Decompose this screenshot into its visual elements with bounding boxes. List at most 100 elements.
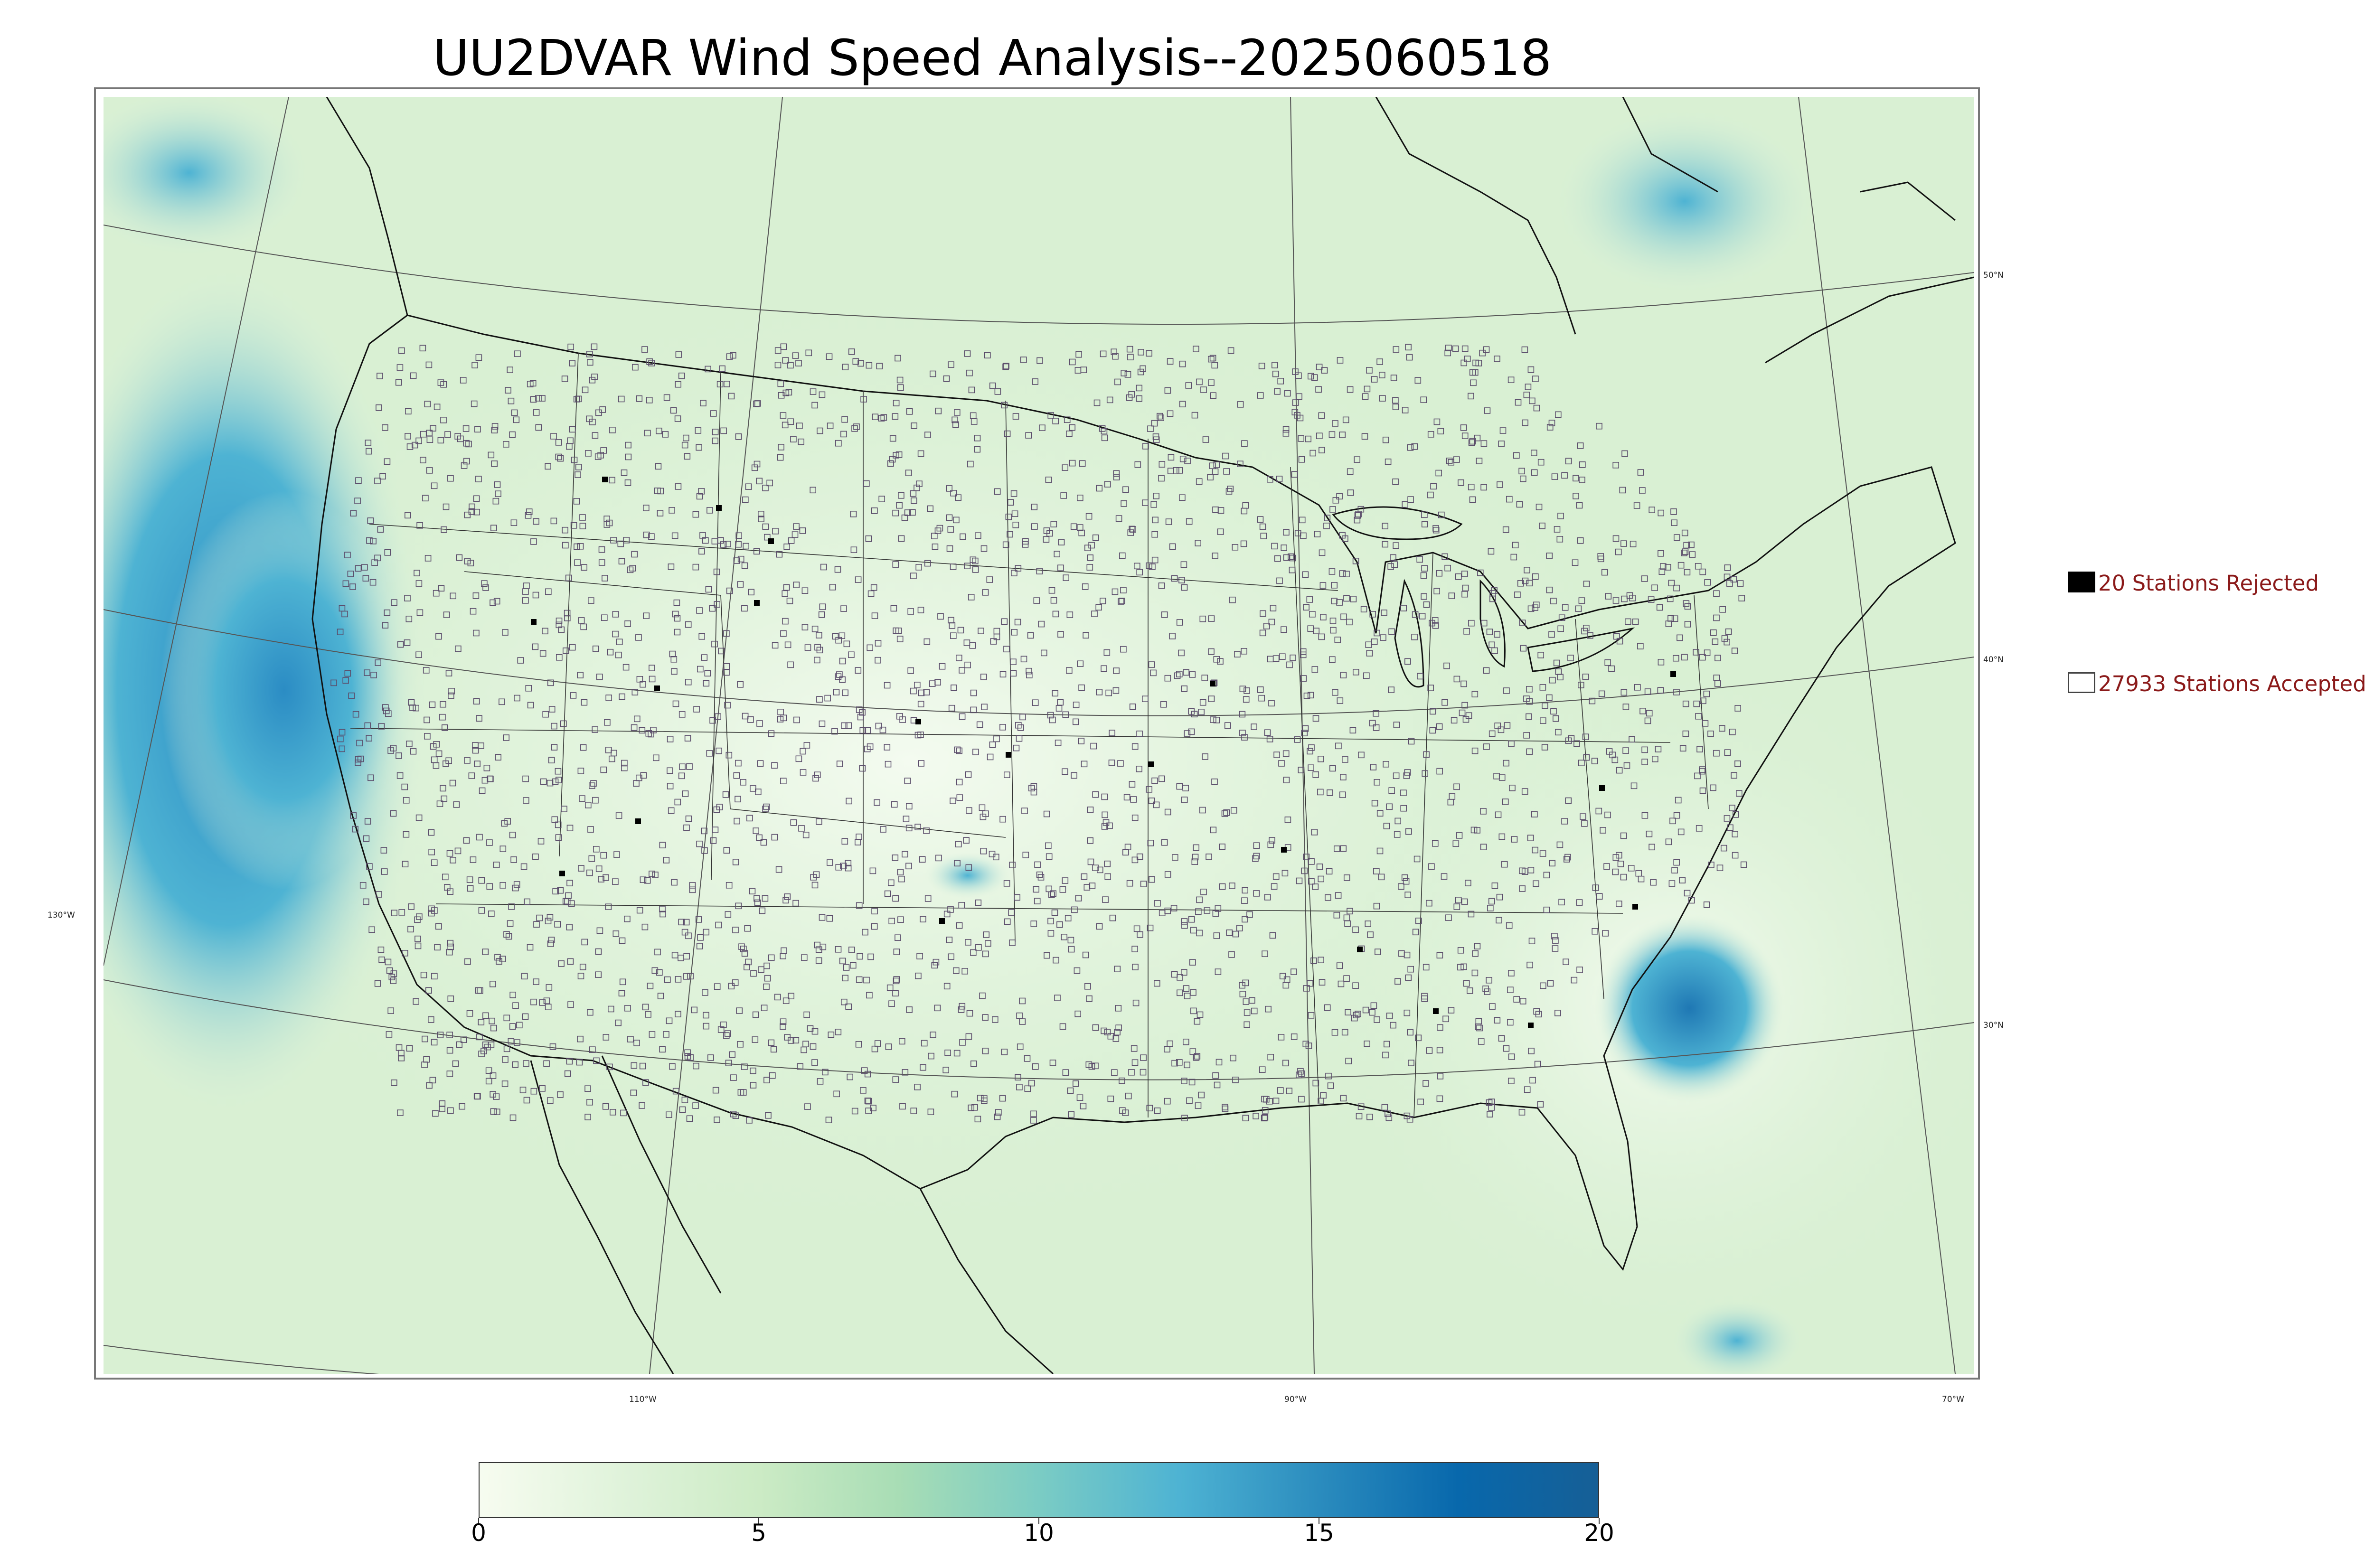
station-marker — [1069, 424, 1075, 431]
station-marker — [1270, 605, 1277, 611]
station-marker — [1153, 492, 1159, 499]
station-marker — [970, 689, 977, 696]
station-marker — [1323, 522, 1330, 529]
station-marker — [1533, 880, 1539, 887]
station-marker — [716, 747, 722, 754]
station-marker — [811, 402, 818, 409]
station-marker — [774, 362, 782, 368]
station-marker — [1277, 377, 1284, 385]
station-marker — [1188, 916, 1195, 923]
station-marker — [914, 732, 922, 739]
station-marker — [514, 350, 521, 357]
station-marker — [420, 972, 427, 978]
station-marker — [713, 568, 720, 575]
station-marker — [911, 497, 917, 504]
station-marker — [565, 574, 572, 582]
station-marker — [1089, 883, 1096, 889]
station-marker — [1502, 798, 1509, 805]
station-marker — [1122, 486, 1129, 493]
station-marker — [896, 376, 904, 384]
station-marker — [1623, 762, 1630, 769]
station-marker — [916, 480, 923, 488]
station-marker — [1391, 561, 1398, 568]
station-marker — [835, 440, 842, 447]
station-marker — [575, 471, 581, 478]
station-marker — [856, 902, 863, 909]
rejected-station-marker — [1357, 947, 1363, 952]
station-marker — [441, 724, 448, 731]
station-marker — [732, 1112, 739, 1119]
station-marker — [567, 958, 574, 965]
station-marker — [740, 779, 746, 786]
station-marker — [1565, 797, 1572, 804]
station-marker — [1191, 412, 1198, 419]
station-marker — [1549, 860, 1555, 867]
station-marker — [974, 1116, 981, 1123]
station-marker — [1429, 620, 1435, 627]
station-marker — [488, 911, 495, 917]
station-marker — [1014, 894, 1020, 901]
station-marker — [1408, 1060, 1414, 1066]
station-marker — [786, 598, 793, 604]
station-marker — [1613, 633, 1620, 640]
station-marker — [1732, 831, 1738, 837]
station-marker — [1215, 905, 1222, 912]
station-marker — [1308, 764, 1314, 771]
station-marker — [1437, 1073, 1444, 1080]
station-marker — [1017, 724, 1024, 731]
station-marker — [853, 423, 860, 430]
station-marker — [387, 1007, 395, 1014]
legend-rejected-label: 20 Stations Rejected — [2098, 571, 2319, 596]
station-marker — [734, 817, 740, 825]
station-marker — [505, 933, 512, 940]
station-marker — [1150, 669, 1157, 676]
station-marker — [1583, 754, 1590, 761]
station-marker — [1452, 840, 1460, 847]
station-marker — [509, 1023, 516, 1030]
station-marker — [1576, 967, 1583, 973]
station-marker — [814, 657, 820, 664]
station-marker — [1341, 1029, 1348, 1036]
station-marker — [659, 1046, 666, 1053]
station-marker — [403, 831, 410, 838]
station-marker — [1257, 516, 1264, 523]
station-marker — [618, 558, 625, 565]
station-marker — [1562, 604, 1569, 611]
station-marker — [1503, 687, 1510, 694]
station-marker — [754, 460, 761, 468]
station-marker — [1386, 1013, 1393, 1019]
station-marker — [1371, 376, 1378, 383]
station-marker — [1284, 390, 1291, 397]
station-marker — [780, 953, 786, 959]
station-marker — [861, 1067, 868, 1074]
station-marker — [976, 721, 983, 728]
station-marker — [1300, 648, 1307, 655]
station-marker — [1326, 868, 1333, 875]
station-marker — [972, 749, 979, 755]
station-marker — [907, 608, 914, 615]
station-marker — [352, 826, 358, 833]
station-marker — [787, 418, 794, 425]
station-marker — [1107, 1033, 1114, 1040]
station-marker — [1307, 692, 1314, 699]
station-marker — [555, 777, 562, 783]
station-marker — [1526, 748, 1533, 755]
station-marker — [598, 546, 605, 553]
station-marker — [869, 867, 876, 874]
station-marker — [584, 1085, 591, 1092]
station-marker — [737, 681, 744, 688]
station-marker — [435, 750, 443, 757]
station-marker — [1011, 629, 1017, 636]
station-marker — [1699, 766, 1706, 773]
station-marker — [621, 764, 628, 771]
station-marker — [1475, 1023, 1482, 1030]
station-marker — [674, 415, 681, 422]
station-marker — [1555, 411, 1562, 418]
station-marker — [1052, 418, 1059, 424]
station-marker — [1616, 767, 1623, 774]
station-marker — [426, 1082, 433, 1089]
station-marker — [370, 672, 377, 678]
station-marker — [1513, 996, 1520, 1003]
station-marker — [1062, 1069, 1069, 1076]
station-marker — [552, 888, 559, 895]
